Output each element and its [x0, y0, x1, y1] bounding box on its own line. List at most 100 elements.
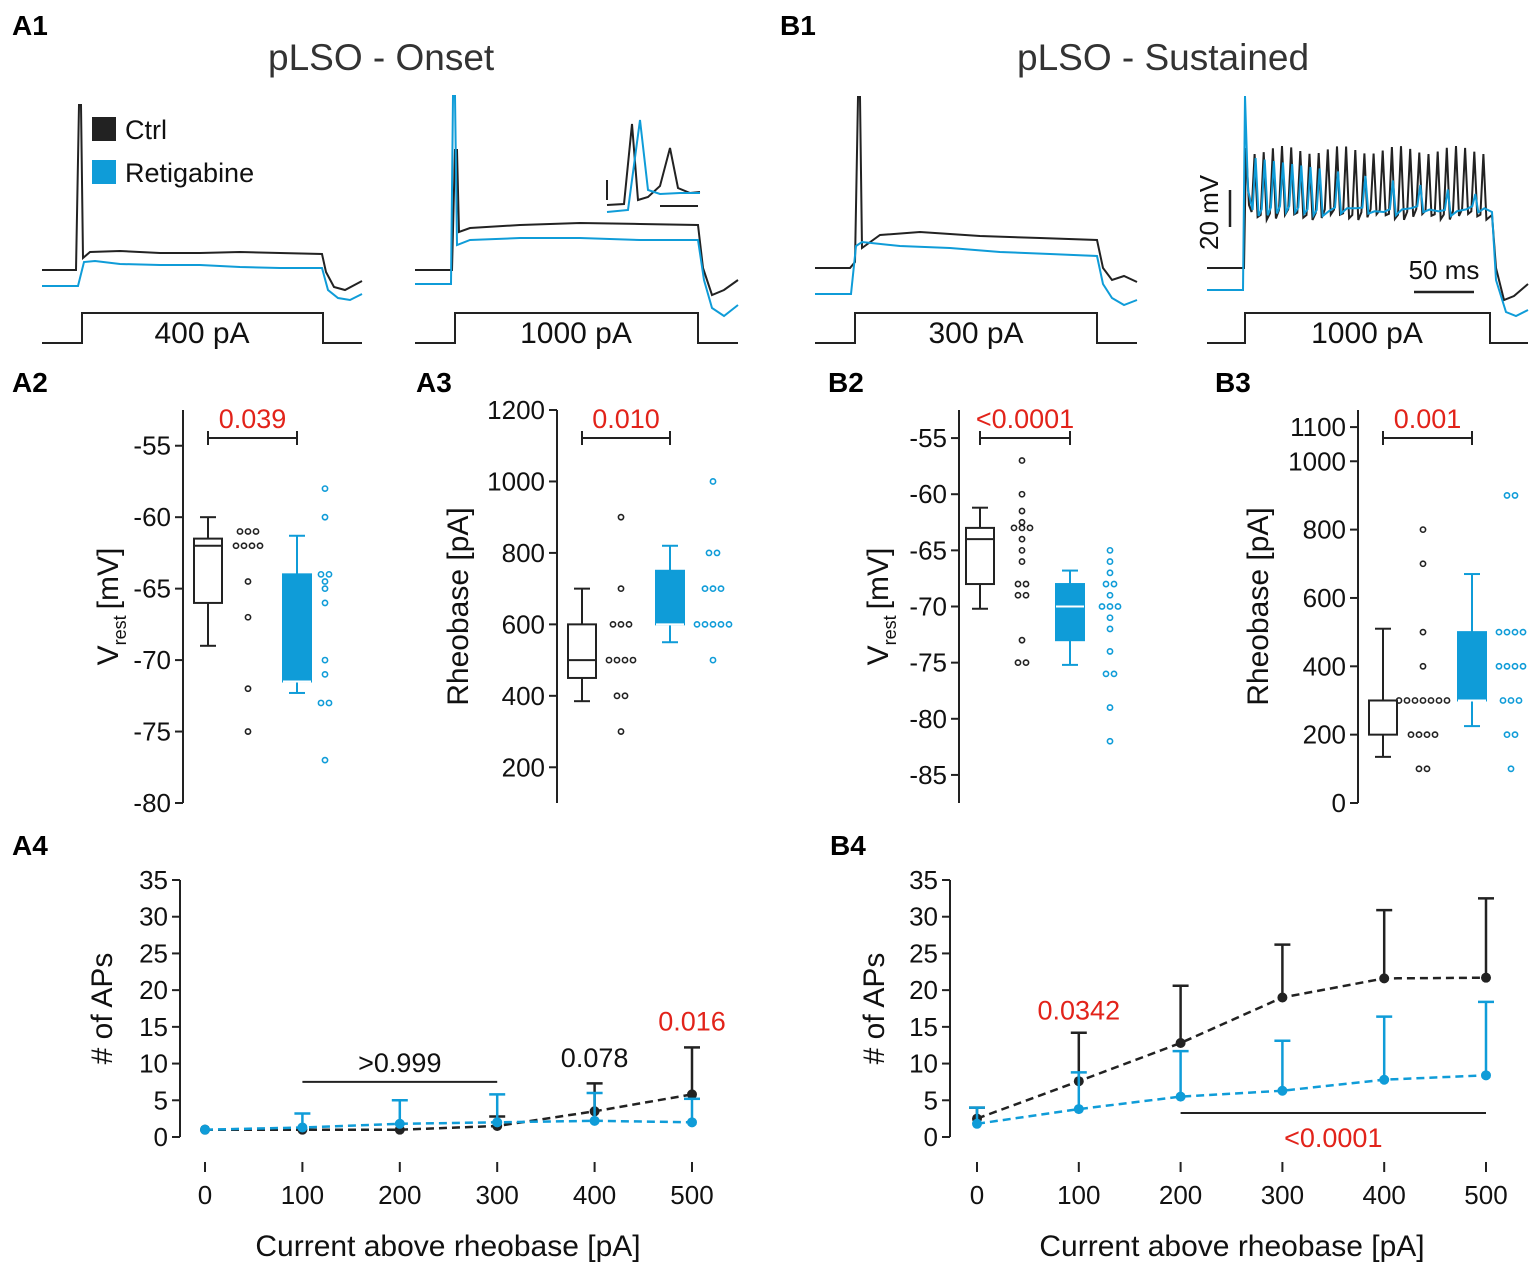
data-point: [1415, 765, 1423, 773]
y-tick-label: -65: [133, 574, 171, 604]
data-point: [1419, 526, 1427, 534]
data-point: [1423, 731, 1431, 739]
p-value-label: 0.001: [1394, 404, 1462, 434]
data-point: [1110, 670, 1118, 678]
data-point: [244, 578, 252, 585]
y-tick-label: 30: [909, 902, 938, 932]
data-point: [1106, 625, 1114, 633]
data-point: [321, 599, 329, 607]
y-tick-label: 20: [909, 975, 938, 1005]
data-point: [232, 542, 240, 550]
scalebar-voltage-label: 20 mV: [1194, 174, 1224, 250]
series-point-retigabine: [1175, 1091, 1186, 1102]
x-tick-label: 100: [281, 1180, 324, 1210]
data-point: [617, 585, 625, 593]
step-a1-400: [42, 312, 362, 344]
step-label-b1-1000: 1000 pA: [1311, 317, 1423, 350]
data-point: [1503, 662, 1511, 670]
panel-label-a4: A4: [12, 830, 48, 861]
data-point: [1495, 662, 1503, 670]
data-point: [1014, 580, 1022, 588]
y-tick-label: -85: [909, 760, 947, 790]
x-axis-label: Current above rheobase [pA]: [1039, 1230, 1424, 1263]
data-point: [617, 728, 625, 735]
data-point: [1507, 697, 1515, 704]
data-point: [1106, 648, 1114, 655]
trace-a1-1000-retigabine: [415, 95, 739, 318]
data-point: [321, 485, 329, 492]
series-line-retigabine: [204, 1119, 693, 1131]
data-point: [1102, 580, 1110, 588]
p-value-label: 0.010: [592, 404, 660, 434]
y-tick-label: 15: [139, 1012, 168, 1042]
box-retigabine: [282, 573, 312, 683]
data-point: [1014, 659, 1022, 667]
series-point-ctrl: [1481, 972, 1491, 983]
data-point: [321, 756, 329, 764]
y-axis-label: # of APs: [858, 953, 891, 1065]
box-ctrl: [965, 526, 995, 586]
data-point: [1403, 697, 1411, 704]
y-tick-label: -75: [133, 717, 171, 747]
trace-b1-300-ctrl: [815, 96, 1138, 283]
data-point: [1106, 558, 1114, 565]
x-tick-label: 300: [476, 1180, 519, 1210]
annotation-label: >0.999: [358, 1048, 441, 1078]
box-retigabine: [1457, 631, 1487, 702]
data-point: [709, 656, 717, 664]
y-tick-label: 1000: [487, 466, 545, 496]
data-point: [1519, 662, 1527, 670]
data-point: [1018, 546, 1026, 554]
data-point: [252, 528, 260, 535]
data-point: [1018, 558, 1026, 565]
data-point: [244, 528, 252, 535]
y-tick-label: 25: [909, 938, 938, 968]
trace-b1-300-retigabine: [815, 240, 1138, 307]
data-point: [1018, 535, 1026, 543]
data-point: [693, 620, 701, 628]
y-axis-label: Vrest [mV]: [862, 548, 900, 666]
data-point: [1022, 580, 1030, 588]
data-point: [1106, 591, 1114, 599]
y-axis-label-unit: [mV]: [862, 548, 895, 610]
chart-a2: A2 -80 -75 -70 -65 -60 -55 Vrest [mV] 0.039: [12, 367, 333, 818]
series-line-ctrl: [976, 976, 1487, 1120]
data-point: [1022, 659, 1030, 667]
data-point: [1503, 628, 1511, 636]
y-tick-label: -60: [909, 479, 947, 509]
data-point: [1495, 628, 1503, 636]
data-point: [1098, 603, 1106, 610]
data-point: [244, 613, 252, 621]
y-axis-label-symbol: V: [862, 645, 895, 665]
step-label-a1-400: 400 pA: [154, 317, 249, 350]
y-tick-label: 400: [502, 681, 545, 711]
data-point: [1419, 697, 1427, 704]
x-tick-label: 500: [1464, 1180, 1507, 1210]
data-point: [321, 656, 329, 664]
data-point: [1511, 731, 1519, 739]
step-b1-1000: [1207, 312, 1528, 344]
data-point: [1511, 628, 1519, 636]
data-point: [1010, 524, 1018, 532]
y-tick-label: 10: [909, 1049, 938, 1079]
data-point: [244, 728, 252, 735]
data-point: [1106, 546, 1114, 554]
series-point-retigabine: [1277, 1085, 1288, 1096]
y-tick-label: -60: [133, 502, 171, 532]
inset-trace-retigabine: [606, 119, 700, 213]
y-tick-label: 5: [154, 1085, 168, 1115]
data-point: [1443, 697, 1451, 704]
data-point: [713, 549, 721, 557]
y-tick-label: 5: [924, 1085, 938, 1115]
y-tick-label: 600: [1303, 583, 1346, 613]
data-point: [613, 692, 621, 700]
data-point: [1022, 591, 1030, 599]
y-tick-label: 1200: [487, 395, 545, 425]
data-point: [1499, 697, 1507, 704]
y-tick-label: 20: [139, 975, 168, 1005]
data-point: [321, 513, 329, 521]
p-value-label: <0.0001: [976, 404, 1074, 434]
data-point: [617, 620, 625, 628]
x-tick-label: 400: [1363, 1180, 1406, 1210]
x-axis-label: Current above rheobase [pA]: [255, 1230, 640, 1263]
